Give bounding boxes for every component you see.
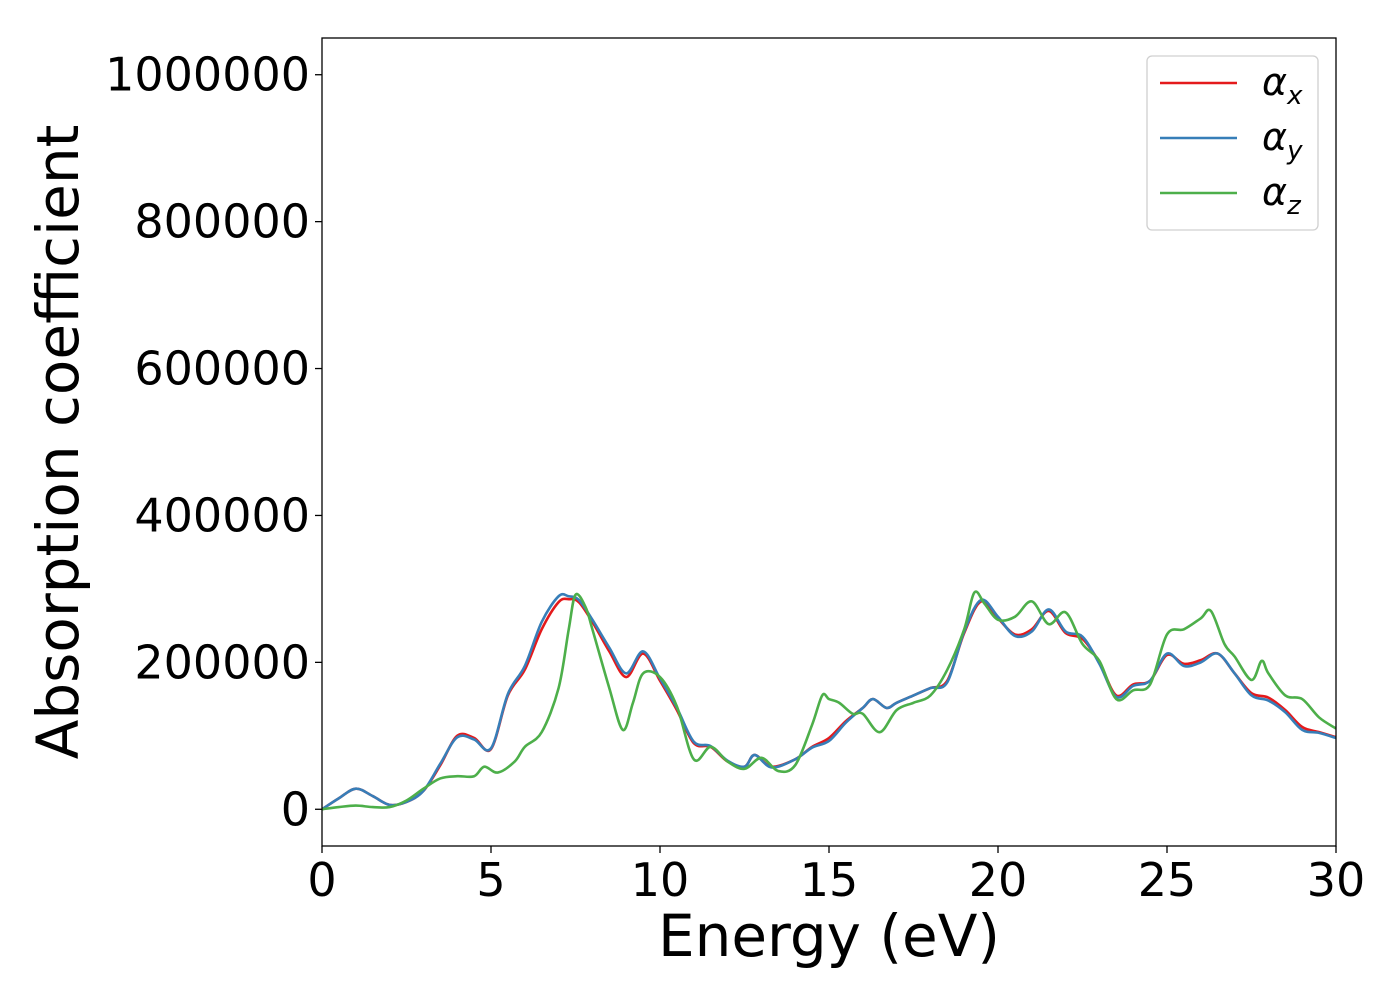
y-tick-label: 1000000 [105, 48, 310, 102]
legend-subscript: x [1286, 81, 1303, 111]
legend-label-z: αz [1262, 170, 1302, 221]
legend-subscript: y [1286, 136, 1303, 166]
y-axis: 0 200000 400000 600000 800000 1000000 [105, 48, 322, 836]
x-tick-label: 30 [1307, 853, 1366, 907]
legend-box [1146, 55, 1319, 231]
legend-symbol: α [1262, 115, 1287, 159]
x-tick-label: 25 [1138, 853, 1197, 907]
x-tick-label: 10 [631, 853, 690, 907]
series-group [322, 590, 1336, 811]
y-tick-label: 600000 [134, 342, 310, 396]
y-tick-label: 200000 [134, 635, 310, 689]
series-line-y [322, 592, 1336, 811]
legend-label-y: αy [1262, 115, 1303, 166]
legend-subscript: z [1286, 191, 1302, 221]
y-tick-label: 400000 [134, 488, 310, 542]
y-tick-label: 800000 [134, 195, 310, 249]
x-tick-label: 5 [476, 853, 505, 907]
legend-label-x: αx [1262, 60, 1303, 111]
y-axis-title: Absorption coefficient [24, 125, 92, 760]
x-axis-title: Energy (eV) [658, 902, 1000, 970]
y-tick-label: 0 [281, 782, 310, 836]
x-axis: 0 5 10 15 20 25 30 [307, 846, 1365, 907]
x-tick-label: 15 [800, 853, 859, 907]
legend-symbol: α [1262, 60, 1287, 104]
legend-symbol: α [1262, 170, 1287, 214]
series-line-z [322, 590, 1336, 811]
x-tick-label: 20 [969, 853, 1028, 907]
x-tick-label: 0 [307, 853, 336, 907]
